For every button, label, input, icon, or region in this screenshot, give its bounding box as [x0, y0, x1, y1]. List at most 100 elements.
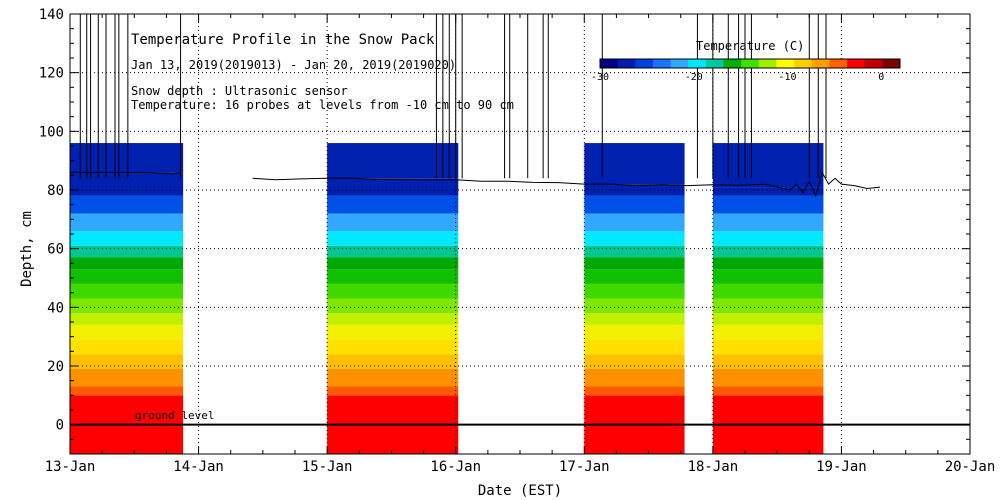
- temperature-band-3-9: [584, 283, 685, 299]
- x-axis-label: Date (EST): [478, 483, 562, 499]
- temperature-band-1-4: [70, 354, 184, 369]
- temperature-band-3-6: [584, 324, 685, 340]
- colorbar-swatch-7: [705, 59, 725, 68]
- temperature-band-1-8: [70, 298, 184, 314]
- temperature-band-1-15: [70, 195, 184, 214]
- temperature-band-2-6: [327, 324, 459, 340]
- snow-depth-segment-2: [252, 171, 881, 198]
- temperature-band-2-4: [327, 354, 459, 369]
- snow-depth-series: [70, 171, 881, 198]
- colorbar-swatch-3: [635, 59, 654, 68]
- colorbar-swatch-12: [794, 59, 813, 68]
- temperature-band-3-14: [584, 213, 685, 232]
- colorbar-swatch-11: [776, 59, 795, 68]
- colorbar-swatch-15: [847, 59, 866, 68]
- temperature-band-3-12: [584, 245, 685, 258]
- x-tick-label-18-Jan: 18-Jan: [688, 459, 739, 475]
- colorbar-frame: [599, 58, 901, 69]
- temperature-band-2-15: [327, 195, 459, 214]
- temperature-band-4-10: [712, 269, 824, 284]
- temperature-band-3-7: [584, 313, 685, 325]
- snow-depth-spikes: [79, 14, 827, 179]
- colorbar-swatch-16: [864, 59, 883, 68]
- y-tick-label-0: 0: [56, 418, 64, 434]
- temperature-band-2-12: [327, 245, 459, 258]
- plot-frame: [69, 13, 971, 455]
- temperature-band-1-11: [70, 257, 184, 270]
- temperature-band-2-10: [327, 269, 459, 284]
- x-tick-label-19-Jan: 19-Jan: [816, 459, 867, 475]
- temperature-band-1-9: [70, 283, 184, 299]
- grid-lines: [70, 14, 970, 454]
- snow-depth-segment-1: [70, 171, 181, 175]
- y-tick-label-40: 40: [47, 300, 64, 316]
- temperature-band-2-11: [327, 257, 459, 270]
- chart-title: Temperature Profile in the Snow Pack: [131, 32, 435, 48]
- temperature-band-1-2: [70, 386, 184, 396]
- temperature-band-2-16: [327, 178, 459, 196]
- x-tick-label-17-Jan: 17-Jan: [559, 459, 610, 475]
- temperature-heatmap: [70, 143, 824, 454]
- colorbar-swatch-8: [723, 59, 742, 68]
- ground-level-label: ground level: [135, 409, 214, 422]
- colorbar-swatch-6: [688, 59, 707, 68]
- temperature-band-4-9: [712, 283, 824, 299]
- colorbar-swatch-17: [882, 59, 901, 68]
- x-tick-label-13-Jan: 13-Jan: [45, 459, 96, 475]
- temperature-band-4-3: [712, 368, 824, 387]
- temperature-band-3-3: [584, 368, 685, 387]
- temperature-band-4-12: [712, 245, 824, 258]
- y-tick-label-20: 20: [47, 359, 64, 375]
- colorbar: -30 -20 -10 0: [591, 58, 901, 83]
- temperature-band-2-7: [327, 313, 459, 325]
- temperature-band-2-5: [327, 339, 459, 355]
- temperature-band-1-7: [70, 313, 184, 325]
- temperature-band-4-11: [712, 257, 824, 270]
- colorbar-tick-1: -20: [685, 72, 703, 83]
- temperature-band-4-14: [712, 213, 824, 232]
- info-line-1: Snow depth : Ultrasonic sensor: [131, 84, 348, 98]
- colorbar-swatch-13: [811, 59, 830, 68]
- temperature-band-1-12: [70, 245, 184, 258]
- temperature-band-3-13: [584, 231, 685, 246]
- x-tick-label-16-Jan: 16-Jan: [430, 459, 481, 475]
- temperature-band-1-10: [70, 269, 184, 284]
- temperature-cap-2: [327, 143, 459, 179]
- temperature-band-3-2: [584, 386, 685, 396]
- date-range: Jan 13, 2019(2019013) - Jan 20, 2019(201…: [131, 58, 456, 72]
- colorbar-title: Temperature (C): [696, 39, 804, 53]
- temperature-band-3-11: [584, 257, 685, 270]
- colorbar-tick-3: 0: [878, 72, 884, 83]
- y-tick-label-140: 140: [39, 7, 64, 23]
- temperature-band-1-13: [70, 231, 184, 246]
- colorbar-tick-2: -10: [778, 72, 796, 83]
- temperature-band-1-14: [70, 213, 184, 232]
- temperature-band-1-5: [70, 339, 184, 355]
- temperature-band-2-3: [327, 368, 459, 387]
- axes: 0 20 40 60 80 100 120 140 13-Jan 14-Jan 15-Jan 16-J…: [39, 7, 996, 475]
- temperature-band-4-5: [712, 339, 824, 355]
- temperature-cap-3: [584, 143, 685, 185]
- temperature-cap-4: [712, 143, 824, 188]
- temperature-band-3-4: [584, 354, 685, 369]
- colorbar-swatch-14: [829, 59, 848, 68]
- temperature-band-2-14: [327, 213, 459, 232]
- x-tick-label-14-Jan: 14-Jan: [173, 459, 224, 475]
- y-axis-label: Depth, cm: [19, 211, 35, 287]
- x-tick-label-15-Jan: 15-Jan: [302, 459, 353, 475]
- y-tick-label-120: 120: [39, 66, 64, 82]
- temperature-band-4-7: [712, 313, 824, 325]
- temperature-segment-1: [70, 143, 184, 454]
- temperature-band-4-2: [712, 386, 824, 396]
- x-tick-label-20-Jan: 20-Jan: [945, 459, 996, 475]
- temperature-cap-1: [70, 143, 184, 173]
- temperature-band-4-15: [712, 195, 824, 214]
- colorbar-swatch-5: [670, 59, 689, 68]
- y-tick-label-80: 80: [47, 183, 64, 199]
- temperature-band-1-3: [70, 368, 184, 387]
- temperature-band-2-9: [327, 283, 459, 299]
- temperature-band-2-13: [327, 231, 459, 246]
- temperature-band-2-2: [327, 386, 459, 396]
- temperature-band-1-6: [70, 324, 184, 340]
